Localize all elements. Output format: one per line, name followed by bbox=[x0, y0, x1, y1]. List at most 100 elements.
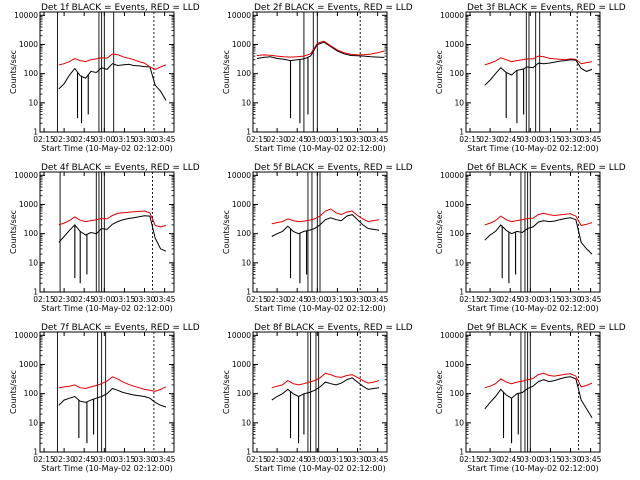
x-tick-label: 02:30 bbox=[53, 295, 75, 304]
y-axis-label: Counts/sec bbox=[9, 210, 18, 254]
plot-frame bbox=[465, 171, 601, 293]
plot-frame bbox=[465, 331, 601, 453]
x-tick-label: 03:15 bbox=[540, 295, 562, 304]
y-tick-label: 10000 bbox=[440, 171, 464, 180]
x-tick-label: 03:00 bbox=[307, 135, 329, 144]
events-series-line bbox=[271, 214, 380, 237]
x-tick-label: 02:30 bbox=[479, 455, 501, 464]
y-tick-label: 10000 bbox=[14, 331, 38, 340]
x-tick-label: 02:30 bbox=[53, 135, 75, 144]
x-tick-label: 03:00 bbox=[520, 135, 542, 144]
x-tick-label: 02:15 bbox=[459, 135, 481, 144]
y-tick-label: 10 bbox=[454, 418, 464, 427]
x-tick-label: 03:30 bbox=[347, 295, 369, 304]
events-series-line bbox=[58, 387, 167, 408]
x-tick-label: 02:45 bbox=[286, 455, 308, 464]
y-axis-label: Counts/sec bbox=[222, 370, 231, 414]
lld-series-line bbox=[256, 40, 385, 58]
x-tick-label: 03:00 bbox=[94, 135, 116, 144]
x-tick-label: 02:15 bbox=[246, 455, 268, 464]
y-tick-label: 10000 bbox=[227, 11, 251, 20]
y-tick-label: 10000 bbox=[14, 171, 38, 180]
panel-det-5: Det 5f BLACK = Events, RED = LLD02:1502:… bbox=[222, 163, 413, 313]
x-axis-label: Start Time (10-May-02 02:12:00) bbox=[254, 304, 385, 313]
x-tick-label: 02:15 bbox=[459, 455, 481, 464]
x-tick-label: 03:45 bbox=[367, 295, 389, 304]
y-axis-label: Counts/sec bbox=[222, 210, 231, 254]
y-tick-label: 1000 bbox=[232, 200, 251, 209]
y-tick-label: 10 bbox=[454, 98, 464, 107]
x-tick-label: 02:30 bbox=[266, 295, 288, 304]
x-tick-label: 03:15 bbox=[327, 295, 349, 304]
y-tick-label: 1 bbox=[33, 448, 38, 457]
y-tick-label: 100 bbox=[237, 229, 252, 238]
x-tick-label: 03:30 bbox=[560, 135, 582, 144]
y-tick-label: 10000 bbox=[227, 331, 251, 340]
x-tick-label: 03:30 bbox=[134, 295, 156, 304]
x-tick-label: 02:15 bbox=[459, 295, 481, 304]
x-tick-label: 02:45 bbox=[73, 135, 95, 144]
x-tick-label: 03:15 bbox=[114, 455, 136, 464]
y-tick-label: 10 bbox=[28, 258, 38, 267]
x-tick-label: 03:15 bbox=[114, 135, 136, 144]
y-tick-label: 100 bbox=[24, 389, 39, 398]
x-tick-label: 03:30 bbox=[134, 135, 156, 144]
x-tick-label: 02:30 bbox=[53, 455, 75, 464]
x-tick-label: 02:15 bbox=[33, 295, 55, 304]
x-tick-label: 03:45 bbox=[580, 135, 602, 144]
y-tick-label: 100 bbox=[237, 389, 252, 398]
panel-det-6: Det 6f BLACK = Events, RED = LLD02:1502:… bbox=[435, 163, 626, 313]
y-axis-label: Counts/sec bbox=[435, 50, 444, 94]
panel-det-2: Det 2f BLACK = Events, RED = LLD02:1502:… bbox=[222, 3, 413, 153]
x-axis-label: Start Time (10-May-02 02:12:00) bbox=[467, 304, 598, 313]
x-tick-label: 03:00 bbox=[94, 295, 116, 304]
x-tick-label: 03:00 bbox=[94, 455, 116, 464]
x-tick-label: 03:45 bbox=[367, 135, 389, 144]
lld-series-line bbox=[58, 53, 167, 70]
x-axis-label: Start Time (10-May-02 02:12:00) bbox=[467, 144, 598, 153]
y-tick-label: 1000 bbox=[232, 40, 251, 49]
panel-title: Det 9f BLACK = Events, RED = LLD bbox=[467, 323, 626, 333]
lld-series-line bbox=[271, 208, 380, 225]
x-tick-label: 02:45 bbox=[73, 295, 95, 304]
y-tick-label: 1 bbox=[246, 128, 251, 137]
x-axis-label: Start Time (10-May-02 02:12:00) bbox=[41, 464, 172, 473]
y-tick-label: 1000 bbox=[232, 360, 251, 369]
x-tick-label: 03:00 bbox=[307, 455, 329, 464]
y-tick-label: 1000 bbox=[445, 40, 464, 49]
y-tick-label: 10000 bbox=[440, 331, 464, 340]
lld-series-line bbox=[58, 210, 167, 228]
panel-title: Det 3f BLACK = Events, RED = LLD bbox=[467, 3, 626, 13]
y-tick-label: 100 bbox=[24, 69, 39, 78]
events-series-line bbox=[271, 377, 380, 401]
x-tick-label: 03:15 bbox=[540, 455, 562, 464]
x-tick-label: 03:45 bbox=[154, 135, 176, 144]
x-axis-label: Start Time (10-May-02 02:12:00) bbox=[254, 464, 385, 473]
y-tick-label: 1000 bbox=[445, 200, 464, 209]
x-tick-label: 03:45 bbox=[580, 455, 602, 464]
x-tick-label: 02:45 bbox=[286, 295, 308, 304]
lld-series-line bbox=[484, 372, 593, 389]
plot-frame bbox=[39, 171, 175, 293]
lld-series-line bbox=[58, 376, 167, 392]
x-axis-label: Start Time (10-May-02 02:12:00) bbox=[254, 144, 385, 153]
y-tick-label: 1000 bbox=[19, 200, 38, 209]
y-tick-label: 100 bbox=[237, 69, 252, 78]
events-series-line bbox=[484, 59, 593, 86]
y-tick-label: 10000 bbox=[227, 171, 251, 180]
panel-det-4: Det 4f BLACK = Events, RED = LLD02:1502:… bbox=[9, 163, 200, 313]
x-tick-label: 03:15 bbox=[327, 455, 349, 464]
x-tick-label: 03:15 bbox=[114, 295, 136, 304]
panel-title: Det 2f BLACK = Events, RED = LLD bbox=[254, 3, 413, 13]
y-tick-label: 10 bbox=[241, 258, 251, 267]
y-tick-label: 1 bbox=[33, 288, 38, 297]
x-tick-label: 02:15 bbox=[246, 295, 268, 304]
y-tick-label: 1 bbox=[33, 128, 38, 137]
x-tick-label: 02:15 bbox=[33, 135, 55, 144]
plot-frame bbox=[252, 331, 388, 453]
y-axis-label: Counts/sec bbox=[435, 370, 444, 414]
x-tick-label: 03:00 bbox=[520, 295, 542, 304]
plot-frame bbox=[252, 11, 388, 133]
lld-series-line bbox=[484, 55, 593, 66]
